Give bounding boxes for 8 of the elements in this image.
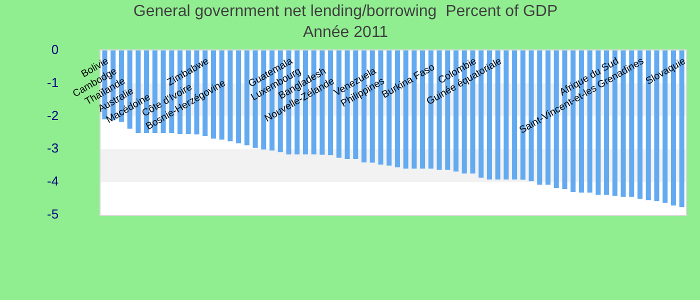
y-tick-label: 0	[51, 42, 59, 57]
y-tick-label: -4	[46, 174, 59, 189]
y-tick-label: -3	[46, 140, 59, 156]
y-tick-label: -2	[46, 108, 59, 123]
chart-subtitle: Année 2011	[302, 24, 388, 42]
y-tick-label: -5	[46, 206, 59, 222]
chart-title: General government net lending/borrowing Percent of GDP	[133, 3, 558, 20]
y-tick-label: -1	[46, 74, 59, 90]
